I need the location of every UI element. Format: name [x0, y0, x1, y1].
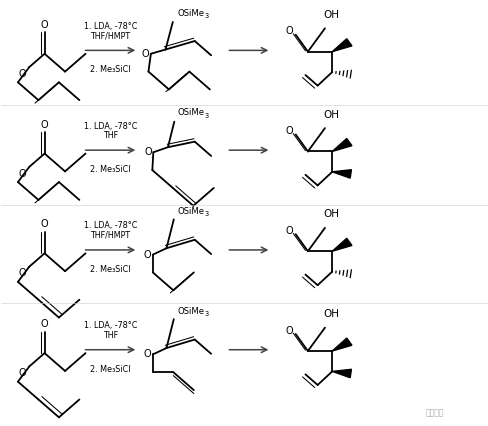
Text: O: O [19, 368, 26, 378]
Polygon shape [331, 238, 351, 251]
Text: 2. Me₃SiCl: 2. Me₃SiCl [90, 265, 130, 274]
Polygon shape [331, 39, 351, 52]
Text: 有机合成: 有机合成 [425, 409, 444, 417]
Text: O: O [19, 268, 26, 279]
Text: O: O [19, 169, 26, 178]
Polygon shape [331, 338, 351, 351]
Text: OSiMe: OSiMe [177, 9, 204, 17]
Text: O: O [143, 250, 151, 259]
Text: O: O [41, 20, 48, 30]
Polygon shape [331, 369, 351, 378]
Text: 2. Me₃SiCl: 2. Me₃SiCl [90, 365, 130, 374]
Text: O: O [285, 325, 293, 336]
Text: OH: OH [323, 10, 339, 20]
Text: OH: OH [323, 109, 339, 120]
Text: 3: 3 [204, 113, 208, 119]
Text: THF/HMPT: THF/HMPT [90, 231, 130, 240]
Text: O: O [41, 319, 48, 329]
Text: 1. LDA, -78°C: 1. LDA, -78°C [83, 321, 137, 330]
Polygon shape [331, 138, 351, 151]
Text: O: O [143, 349, 151, 360]
Text: 3: 3 [204, 211, 208, 217]
Text: O: O [144, 147, 152, 157]
Text: 2. Me₃SiCl: 2. Me₃SiCl [90, 65, 130, 74]
Text: OSiMe: OSiMe [177, 207, 204, 216]
Text: OSiMe: OSiMe [177, 109, 204, 118]
Text: 3: 3 [204, 13, 208, 19]
Text: THF: THF [102, 331, 118, 340]
Text: OH: OH [323, 209, 339, 219]
Text: O: O [142, 49, 149, 59]
Text: O: O [41, 219, 48, 229]
Text: OSiMe: OSiMe [177, 307, 204, 316]
Text: O: O [285, 126, 293, 136]
Text: 1. LDA, -78°C: 1. LDA, -78°C [83, 122, 137, 131]
Text: 2. Me₃SiCl: 2. Me₃SiCl [90, 165, 130, 174]
Polygon shape [331, 170, 351, 178]
Text: THF: THF [102, 131, 118, 140]
Text: O: O [19, 69, 26, 79]
Text: 1. LDA, -78°C: 1. LDA, -78°C [83, 222, 137, 230]
Text: OH: OH [323, 309, 339, 319]
Text: O: O [285, 226, 293, 236]
Text: 1. LDA, -78°C: 1. LDA, -78°C [83, 22, 137, 31]
Text: 3: 3 [204, 311, 208, 317]
Text: THF/HMPT: THF/HMPT [90, 31, 130, 40]
Text: O: O [41, 120, 48, 130]
Text: O: O [285, 26, 293, 36]
